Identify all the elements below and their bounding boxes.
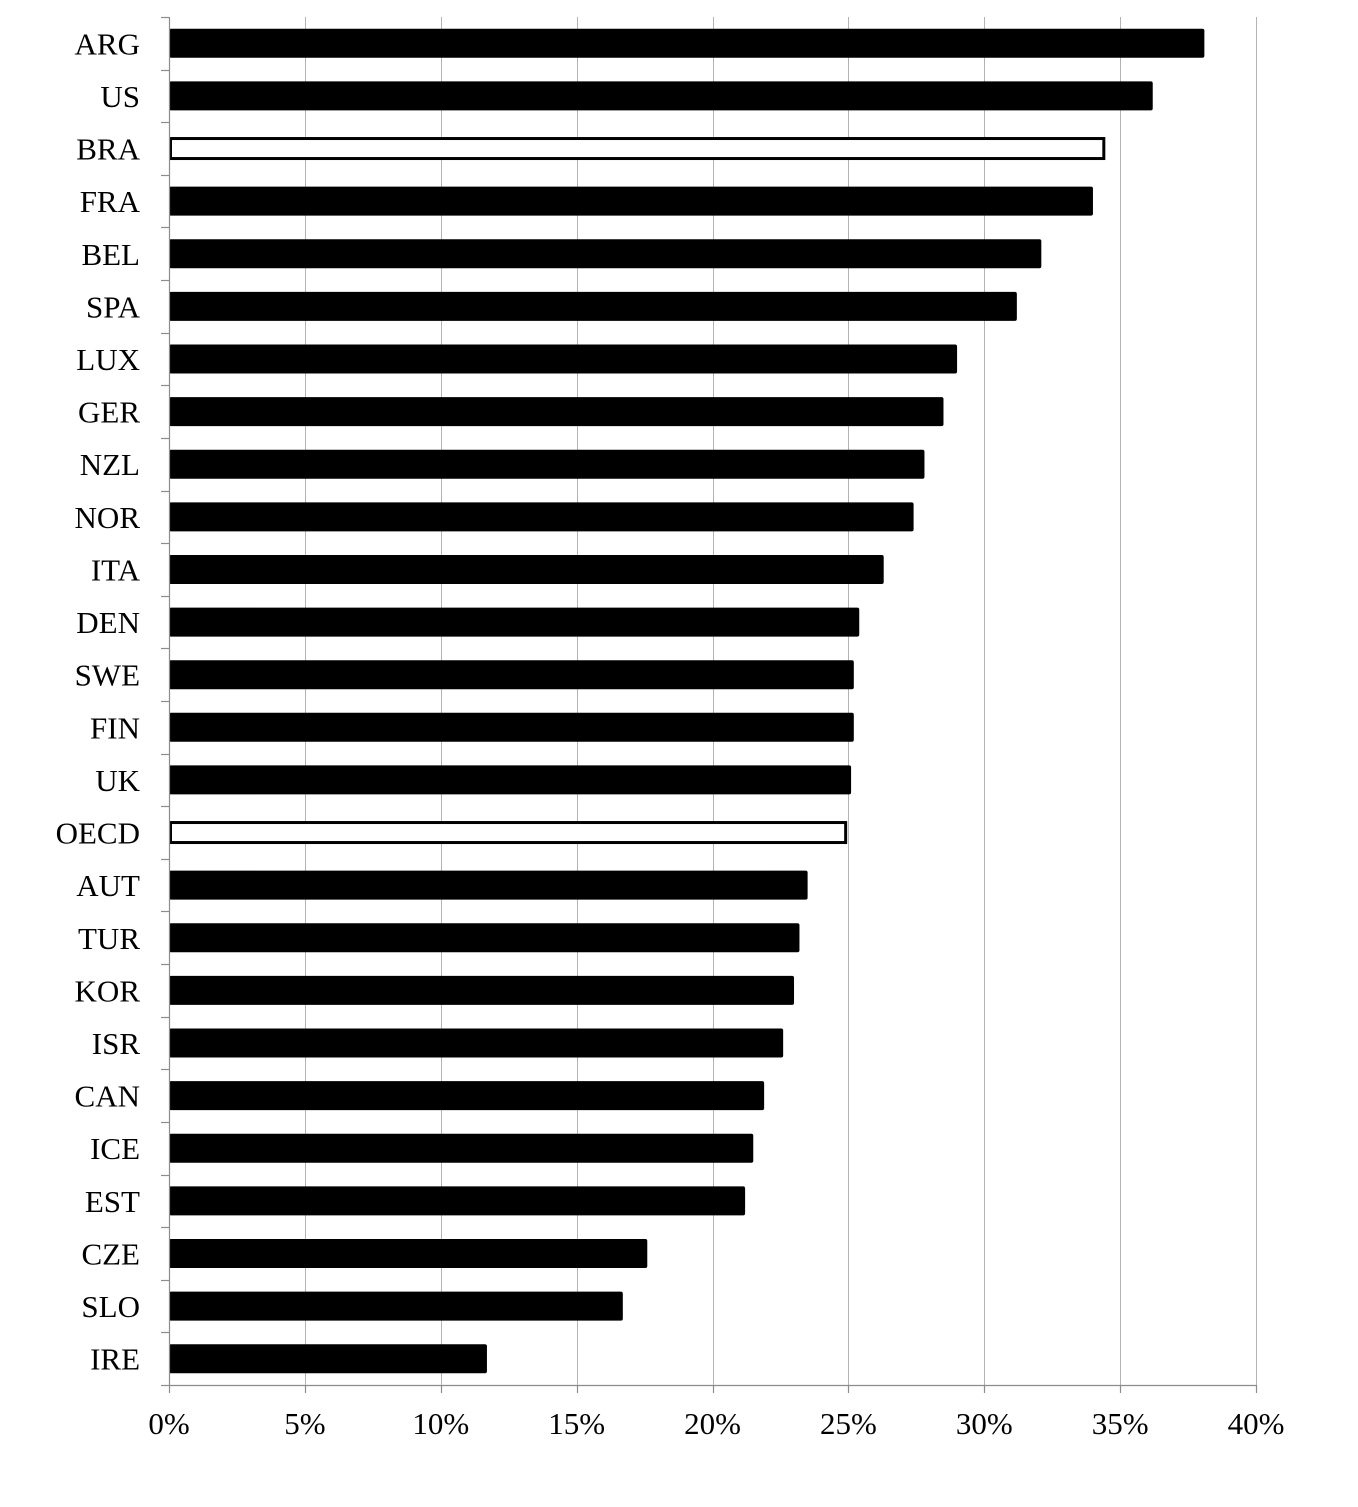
x-tick-label: 20%	[684, 1406, 741, 1441]
bar-nzl	[169, 449, 925, 479]
category-label-swe: SWE	[75, 658, 140, 693]
bar-bra	[169, 137, 1106, 161]
bar-arg	[169, 28, 1205, 58]
bar-spa	[169, 291, 1017, 321]
category-label-slo: SLO	[81, 1289, 140, 1324]
bar-uk	[169, 765, 852, 795]
category-label-isr: ISR	[92, 1026, 141, 1061]
bar-cze	[169, 1238, 648, 1268]
bar-ger	[169, 397, 944, 427]
category-label-lux: LUX	[76, 342, 140, 377]
category-label-est: EST	[85, 1184, 140, 1219]
category-label-den: DEN	[76, 605, 140, 640]
bar-den	[169, 607, 860, 637]
category-label-uk: UK	[95, 763, 140, 798]
category-label-spa: SPA	[86, 289, 141, 324]
bar-swe	[169, 660, 854, 690]
category-label-aut: AUT	[76, 868, 140, 903]
category-label-bra: BRA	[76, 132, 140, 167]
category-label-nzl: NZL	[80, 447, 140, 482]
bar-can	[169, 1081, 765, 1111]
bar-kor	[169, 975, 795, 1005]
bar-fin	[169, 712, 854, 742]
x-tick-label: 5%	[284, 1406, 325, 1441]
bar-est	[169, 1186, 746, 1216]
bar-slo	[169, 1291, 623, 1321]
x-tick-label: 30%	[956, 1406, 1013, 1441]
category-label-bel: BEL	[81, 237, 140, 272]
x-tick-label: 15%	[548, 1406, 605, 1441]
x-tick-label: 25%	[820, 1406, 877, 1441]
bar-nor	[169, 502, 914, 532]
bars-layer	[169, 28, 1205, 1374]
bar-us	[169, 81, 1153, 111]
category-label-kor: KOR	[75, 973, 141, 1008]
category-label-nor: NOR	[75, 500, 141, 535]
category-label-tur: TUR	[78, 921, 140, 956]
category-label-ita: ITA	[91, 552, 141, 587]
x-tick-label: 10%	[412, 1406, 469, 1441]
category-label-fin: FIN	[90, 710, 140, 745]
x-tick-label: 35%	[1092, 1406, 1149, 1441]
bar-bel	[169, 239, 1042, 269]
category-label-fra: FRA	[80, 184, 141, 219]
bar-ire	[169, 1344, 487, 1374]
labels-layer: ARG US BRA FRA BEL SPA LUX GER NZL NOR ITA DEN SWE FI…	[56, 26, 1285, 1441]
bar-fra	[169, 186, 1093, 216]
category-label-ger: GER	[78, 395, 140, 430]
category-label-can: CAN	[75, 1079, 140, 1114]
category-label-ice: ICE	[90, 1131, 140, 1166]
category-label-cze: CZE	[81, 1236, 140, 1271]
axis-layer	[161, 16, 1258, 1393]
bar-ita	[169, 554, 884, 584]
bar-aut	[169, 870, 808, 900]
bar-ice	[169, 1133, 754, 1163]
bar-isr	[169, 1028, 784, 1058]
x-tick-label: 0%	[148, 1406, 189, 1441]
grid-layer	[305, 17, 1257, 1385]
bar-lux	[169, 344, 958, 374]
category-label-us: US	[100, 79, 140, 114]
category-label-ire: IRE	[90, 1342, 140, 1377]
category-label-arg: ARG	[75, 26, 140, 61]
x-tick-label: 40%	[1228, 1406, 1285, 1441]
category-label-oecd: OECD	[56, 816, 140, 851]
bar-tur	[169, 923, 800, 953]
bar-oecd	[169, 821, 848, 845]
